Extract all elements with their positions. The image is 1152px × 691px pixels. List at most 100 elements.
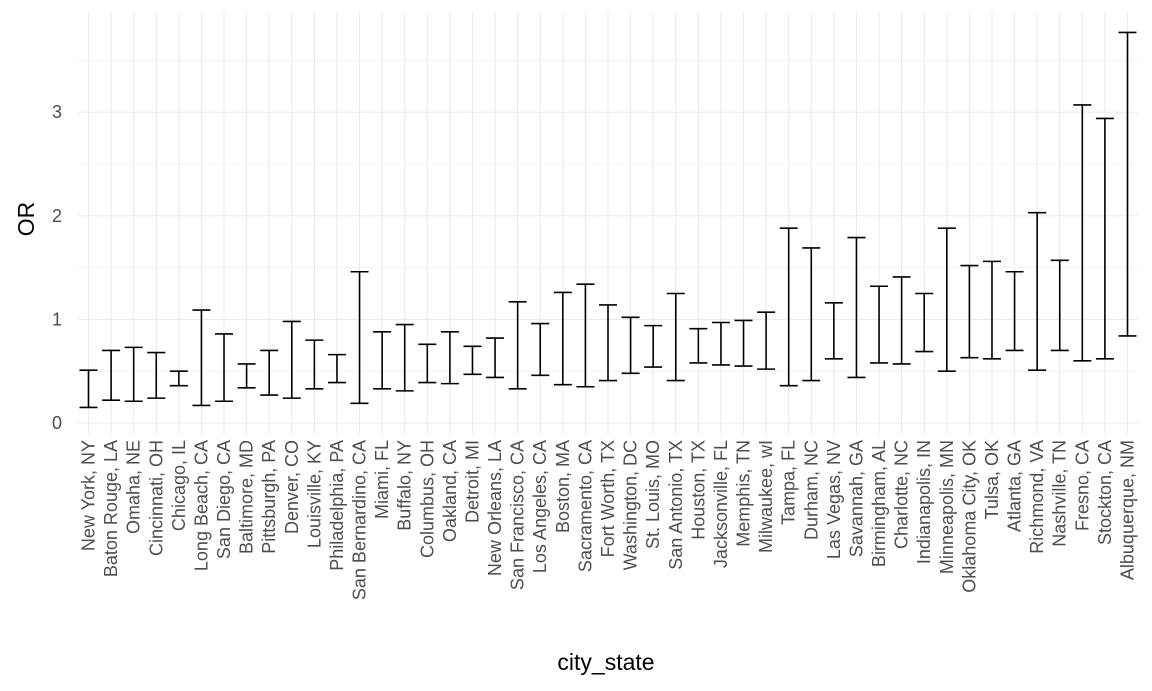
x-tick-label: Charlotte, NC: [892, 440, 912, 549]
y-axis-title: OR: [13, 202, 39, 237]
y-tick-label: 2: [52, 206, 62, 226]
x-tick-label: Baton Rouge, LA: [101, 440, 121, 577]
x-tick-label: Philadelphia, PA: [327, 440, 347, 571]
x-tick-label: Fort Worth, TX: [598, 440, 618, 557]
error-bar: [373, 331, 392, 390]
x-tick-label: San Antonio, TX: [666, 440, 686, 570]
x-tick-label: Savannah, GA: [846, 440, 866, 557]
x-tick-label: Indianapolis, IN: [914, 440, 934, 564]
error-bar: [418, 343, 437, 384]
y-tick-label: 0: [52, 413, 62, 433]
error-bar: [892, 276, 911, 365]
error-bar: [711, 321, 730, 366]
y-tick-label: 1: [52, 309, 62, 329]
x-tick-label: Denver, CO: [282, 440, 302, 534]
x-tick-label: Tampa, FL: [779, 440, 799, 525]
error-bar: [915, 292, 934, 353]
error-bar: [689, 327, 708, 364]
x-tick-label: Chicago, IL: [169, 440, 189, 531]
x-tick-label: Sacramento, CA: [575, 440, 595, 572]
error-bar: [960, 264, 979, 359]
error-bar: [1095, 117, 1114, 360]
x-tick-label: Durham, NC: [801, 440, 821, 540]
x-tick-label: Atlanta, GA: [1005, 440, 1025, 532]
x-tick-label: Boston, MA: [553, 440, 573, 533]
error-bar: [395, 323, 414, 392]
error-bar: [757, 311, 776, 370]
x-tick-label: Los Angeles, CA: [530, 440, 550, 573]
error-bar: [1073, 104, 1092, 362]
x-tick-label: Richmond, VA: [1027, 440, 1047, 554]
error-bar: [486, 337, 505, 379]
x-tick-label: Miami, FL: [372, 440, 392, 519]
error-bar: [305, 339, 324, 390]
x-tick-label: Detroit, MI: [462, 440, 482, 523]
error-bar: [576, 283, 595, 388]
x-tick-label: San Diego, CA: [214, 440, 234, 559]
x-tick-label: Tulsa, OK: [982, 440, 1002, 519]
error-bar: [1050, 259, 1069, 352]
error-bar: [327, 353, 346, 384]
error-bar: [644, 324, 663, 368]
error-bar: [508, 300, 527, 390]
x-axis-title: city_state: [557, 649, 654, 675]
x-tick-label: Las Vegas, NV: [824, 440, 844, 559]
x-tick-label: New Orleans, LA: [485, 440, 505, 576]
x-tick-label: Milwaukee, wI: [756, 440, 776, 553]
error-bar: [847, 236, 866, 379]
error-bar: [982, 260, 1001, 360]
x-tick-label: Buffalo, NY: [395, 440, 415, 531]
error-bar: [621, 316, 640, 375]
error-bar: [1118, 31, 1137, 337]
error-bar: [463, 345, 482, 376]
error-bar: [124, 346, 143, 403]
x-tick-label: Houston, TX: [688, 440, 708, 540]
x-tick-label: Columbus, OH: [417, 440, 437, 558]
error-bar: [192, 309, 211, 407]
error-bar: [870, 285, 889, 364]
error-bar: [779, 227, 798, 387]
error-bar: [734, 319, 753, 367]
error-bar: [147, 351, 166, 399]
error-bar: [531, 322, 550, 377]
error-bar: [215, 333, 234, 403]
x-tick-label: Cincinnati, OH: [146, 440, 166, 556]
error-bar: [802, 247, 821, 382]
x-tick-label: Albuquerque, NM: [1118, 440, 1138, 580]
x-tick-label: Oakland, CA: [440, 440, 460, 542]
x-tick-label: Pittsburgh, PA: [259, 440, 279, 554]
error-bars: [79, 31, 1137, 409]
error-bar: [1005, 270, 1024, 352]
x-tick-label: New York, NY: [79, 440, 99, 551]
y-axis-ticks: 0 1 2 3: [52, 102, 62, 433]
x-tick-label: Long Beach, CA: [191, 440, 211, 571]
x-tick-label: Birmingham, AL: [869, 440, 889, 567]
x-tick-label: Fresno, CA: [1072, 440, 1092, 531]
x-tick-label: St. Louis, MO: [643, 440, 663, 549]
error-bar: [350, 270, 369, 405]
x-tick-label: San Bernardino, CA: [350, 440, 370, 600]
x-tick-label: Washington, DC: [621, 440, 641, 570]
y-tick-label: 3: [52, 102, 62, 122]
error-bar: [937, 227, 956, 373]
error-bar: [440, 331, 459, 385]
error-bar: [169, 370, 188, 387]
x-tick-label: Jacksonville, FL: [711, 440, 731, 568]
error-bar: [102, 349, 121, 402]
error-bar: [553, 291, 572, 386]
x-tick-label: Minneapolis, MN: [937, 440, 957, 574]
x-axis-ticks: New York, NY Baton Rouge, LA Omaha, NE Cinc…: [79, 440, 1138, 600]
x-tick-label: Memphis, TN: [734, 440, 754, 547]
x-tick-label: Omaha, NE: [124, 440, 144, 534]
error-bar: [282, 320, 301, 399]
error-bar: [666, 292, 685, 382]
x-tick-label: Baltimore, MD: [237, 440, 257, 554]
error-bar: [824, 302, 843, 360]
x-tick-label: Oklahoma City, OK: [959, 440, 979, 593]
error-bar: [237, 363, 256, 389]
x-tick-label: Stockton, CA: [1095, 440, 1115, 545]
x-tick-label: Nashville, TN: [1050, 440, 1070, 547]
x-tick-label: San Francisco, CA: [508, 440, 528, 590]
